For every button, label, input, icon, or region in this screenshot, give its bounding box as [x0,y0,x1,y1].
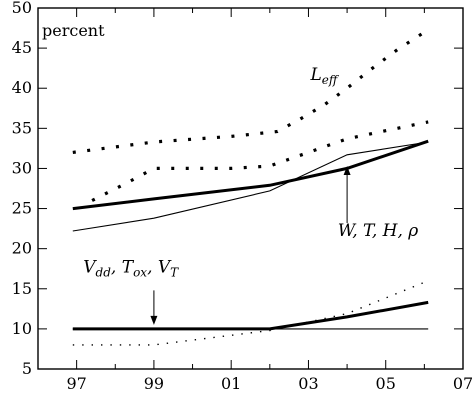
y-tick-label: 50 [12,0,32,17]
x-tick-label: 97 [66,374,86,393]
y-tick-label: 15 [12,279,32,298]
series-line [91,120,429,202]
x-tick-label: 99 [144,374,164,393]
series-line [72,141,429,232]
annotation-vdd-part: , T [111,258,135,278]
x-tick-label: 05 [376,374,396,393]
arrow-layer [150,166,351,325]
annotation-vdd-part: , V [147,258,172,278]
annotation-leff-sub: eff [322,73,340,87]
arrow-head [343,166,351,176]
y-tick-label: 20 [12,239,32,258]
x-tick-label: 07 [453,374,473,393]
x-tick-label: 01 [221,374,241,393]
annotation-vdd-sub: dd [96,266,112,280]
arrow-head [150,315,158,325]
x-tick-label: 03 [298,374,318,393]
annotation-vdd: Vdd, Tox, VT [83,258,179,280]
annotation-wthr: W, T, H, ρ [338,221,419,241]
series-line [72,28,430,154]
annotation-leff: Leff [309,65,339,87]
y-tick-label: 10 [12,319,32,338]
plot-frame [37,7,464,370]
series-line [72,300,429,331]
series-line [72,280,429,346]
y-tick-label: 25 [12,199,32,218]
percent-label: percent [42,21,105,40]
annotation-vdd-sub: T [170,266,179,280]
series-layer [72,28,430,346]
y-tick-label: 30 [12,158,32,177]
y-tick-label: 5 [22,359,32,378]
y-tick-label: 45 [12,38,32,57]
y-tick-label: 40 [12,78,32,97]
tick-layer: 97 99 01 03 05 07 5 10 15 20 25 30 35 40 45 50 [12,0,474,393]
y-tick-label: 35 [12,118,32,137]
series-line [72,139,429,211]
annotation-leff-main: L [309,65,321,85]
annotation-vdd-part: V [83,258,97,278]
annotation-vdd-sub: ox [133,266,147,280]
